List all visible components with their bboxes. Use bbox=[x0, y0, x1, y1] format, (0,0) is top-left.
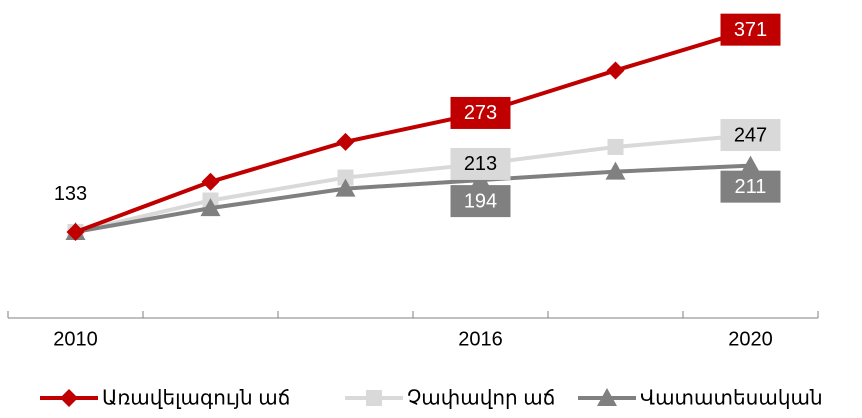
data-label: 371 bbox=[734, 19, 767, 41]
legend-label: Առավելագույն աճ bbox=[102, 387, 290, 409]
legend-label: Վատատեսական bbox=[640, 387, 823, 409]
data-label-box bbox=[720, 170, 781, 203]
marker bbox=[337, 169, 354, 186]
data-label: 273 bbox=[464, 102, 497, 124]
marker bbox=[200, 198, 221, 217]
marker bbox=[336, 132, 355, 151]
series-line bbox=[75, 133, 751, 234]
data-label-box bbox=[450, 147, 511, 180]
marker bbox=[66, 222, 85, 241]
series-line bbox=[75, 163, 751, 234]
data-label: 211 bbox=[735, 176, 767, 198]
marker bbox=[606, 61, 625, 80]
marker bbox=[607, 138, 624, 155]
data-label-box bbox=[720, 119, 781, 152]
data-label-box bbox=[720, 13, 781, 46]
marker bbox=[60, 389, 78, 407]
marker bbox=[201, 172, 220, 191]
marker bbox=[740, 155, 761, 174]
data-label-box bbox=[450, 96, 511, 129]
data-label: 213 bbox=[464, 153, 497, 175]
data-label: 133 bbox=[54, 183, 87, 205]
x-tick-label: 2016 bbox=[458, 328, 503, 350]
marker bbox=[597, 388, 617, 406]
marker bbox=[605, 161, 626, 180]
marker bbox=[335, 178, 356, 197]
series-line bbox=[74, 27, 752, 234]
x-tick-label: 2010 bbox=[53, 328, 98, 350]
data-label: 194 bbox=[464, 190, 497, 212]
marker bbox=[366, 390, 382, 406]
x-tick-label: 2020 bbox=[728, 328, 773, 350]
legend-label: Չափավոր աճ bbox=[407, 387, 555, 409]
data-label: 247 bbox=[734, 124, 767, 146]
data-label-box bbox=[450, 185, 511, 218]
